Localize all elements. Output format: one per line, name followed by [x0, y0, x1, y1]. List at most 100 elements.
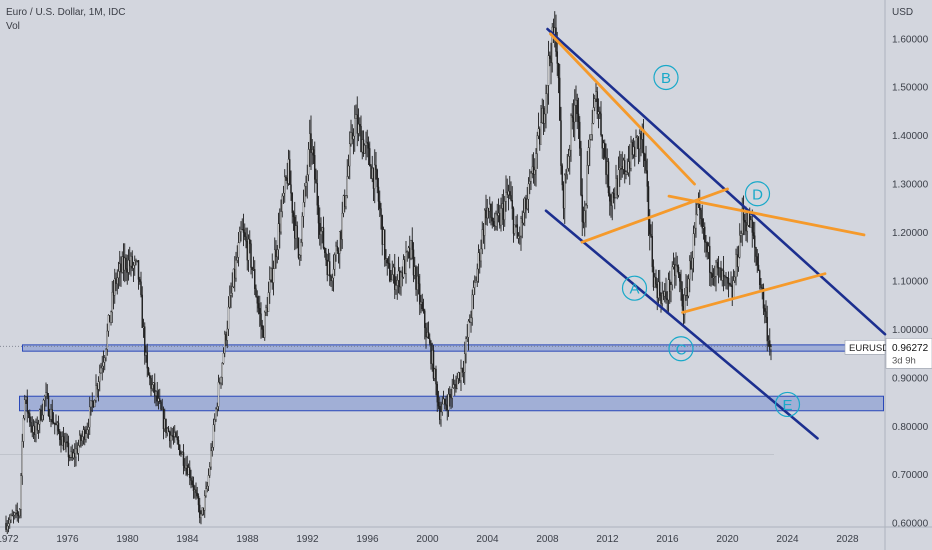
- candle-body: [739, 234, 741, 258]
- candle-body: [404, 259, 406, 274]
- candle-body: [492, 221, 495, 226]
- volume-indicator-label[interactable]: Vol: [6, 21, 20, 32]
- candle-body: [694, 227, 696, 234]
- channel-line-1[interactable]: [546, 27, 887, 336]
- candle-body: [120, 263, 122, 273]
- channel-lines[interactable]: [544, 27, 887, 440]
- candle-body: [651, 236, 653, 267]
- candle-body: [155, 391, 157, 396]
- wave-label-c[interactable]: C: [668, 336, 694, 362]
- candle-body: [190, 477, 192, 481]
- candle-body: [111, 291, 113, 313]
- candle-body: [100, 367, 102, 374]
- triangle-line-1[interactable]: [549, 32, 696, 186]
- candle-body: [450, 396, 452, 399]
- candle-body: [517, 236, 520, 239]
- wave-label-a[interactable]: A: [621, 275, 648, 301]
- candle-body: [361, 139, 363, 153]
- candle-body: [74, 452, 76, 458]
- candle-body: [325, 252, 327, 261]
- symbol-title[interactable]: Euro / U.S. Dollar, 1M, IDC: [6, 7, 126, 18]
- wave-circle: [653, 64, 679, 91]
- y-tick-label: 0.70000: [892, 470, 929, 481]
- candle-body: [240, 229, 242, 232]
- candle-body: [124, 257, 126, 271]
- candle-body: [571, 115, 573, 118]
- candle-body: [90, 400, 92, 408]
- candle-body: [591, 123, 593, 135]
- candle-body: [384, 229, 386, 260]
- wave-label-b[interactable]: B: [653, 64, 679, 91]
- x-axis[interactable]: 1972 1976 1980 1984 1988 1992 1996 2000 2004 2008…: [0, 534, 859, 545]
- candle-body: [566, 168, 568, 175]
- candle-body: [420, 301, 422, 305]
- candle-body: [625, 171, 627, 175]
- candle-body: [335, 245, 337, 256]
- candle-body: [509, 191, 511, 196]
- candle-body: [412, 249, 415, 276]
- candle-body: [755, 247, 757, 257]
- candle-body: [590, 134, 592, 140]
- candle-body: [532, 166, 535, 175]
- candle-body: [294, 216, 296, 239]
- candle-body: [547, 55, 550, 86]
- candle-body: [377, 186, 380, 202]
- candle-body: [451, 387, 453, 399]
- candle-body: [94, 400, 96, 408]
- candle-body: [602, 142, 605, 149]
- candle-body: [194, 489, 196, 491]
- candle-body: [615, 178, 617, 198]
- candle-body: [84, 429, 86, 440]
- y-axis[interactable]: USD 0.60000 0.70000 0.80000 0.90000 1.00000 1…: [892, 7, 929, 530]
- candle-body: [529, 181, 531, 185]
- candle-body: [172, 436, 175, 438]
- candle-body: [594, 98, 596, 108]
- candle-body: [406, 251, 408, 253]
- candle-body: [459, 372, 461, 381]
- last-price-label: EURUSD 0.96272 3d 9h: [844, 337, 932, 369]
- candle-body: [495, 213, 497, 227]
- wave-label-d[interactable]: D: [744, 181, 771, 207]
- triangle-line-3[interactable]: [667, 194, 866, 237]
- candle-body: [102, 362, 105, 367]
- candle-body: [206, 485, 208, 489]
- candle-body: [652, 266, 655, 288]
- triangle-line-4[interactable]: [681, 272, 827, 314]
- candle-body: [485, 209, 487, 219]
- candle-body: [129, 260, 131, 267]
- candle-body: [510, 195, 512, 201]
- candles: [5, 11, 772, 535]
- wave-labels[interactable]: A B C D E: [621, 64, 801, 418]
- candle-body: [44, 396, 46, 401]
- candle-body: [50, 409, 52, 420]
- wave-circle: [774, 391, 801, 418]
- wave-label-e[interactable]: E: [774, 391, 801, 418]
- triangle-line-2[interactable]: [580, 187, 729, 244]
- triangle-lines[interactable]: [549, 32, 866, 314]
- wave-circle: [621, 275, 648, 301]
- candle-body: [605, 157, 607, 175]
- support-zone-2[interactable]: [19, 395, 884, 412]
- candle-body: [519, 235, 521, 237]
- candle-body: [296, 225, 298, 238]
- candle-body: [696, 204, 698, 215]
- support-zones[interactable]: [19, 344, 884, 412]
- candle-body: [201, 507, 203, 515]
- candle-body: [22, 417, 25, 442]
- candle-body: [166, 428, 168, 434]
- support-zone-1[interactable]: [22, 344, 884, 352]
- candle-body: [156, 391, 158, 402]
- candle-body: [507, 191, 510, 195]
- candle-body: [572, 117, 575, 123]
- candle-body: [187, 467, 190, 475]
- candle-body: [116, 277, 118, 284]
- channel-line-2[interactable]: [544, 209, 819, 440]
- y-tick-label: 1.10000: [892, 276, 929, 287]
- candle-body: [769, 340, 771, 350]
- candle-body: [27, 411, 30, 414]
- candle-body: [385, 258, 387, 260]
- candle-body: [752, 232, 755, 236]
- candle-body: [165, 418, 167, 434]
